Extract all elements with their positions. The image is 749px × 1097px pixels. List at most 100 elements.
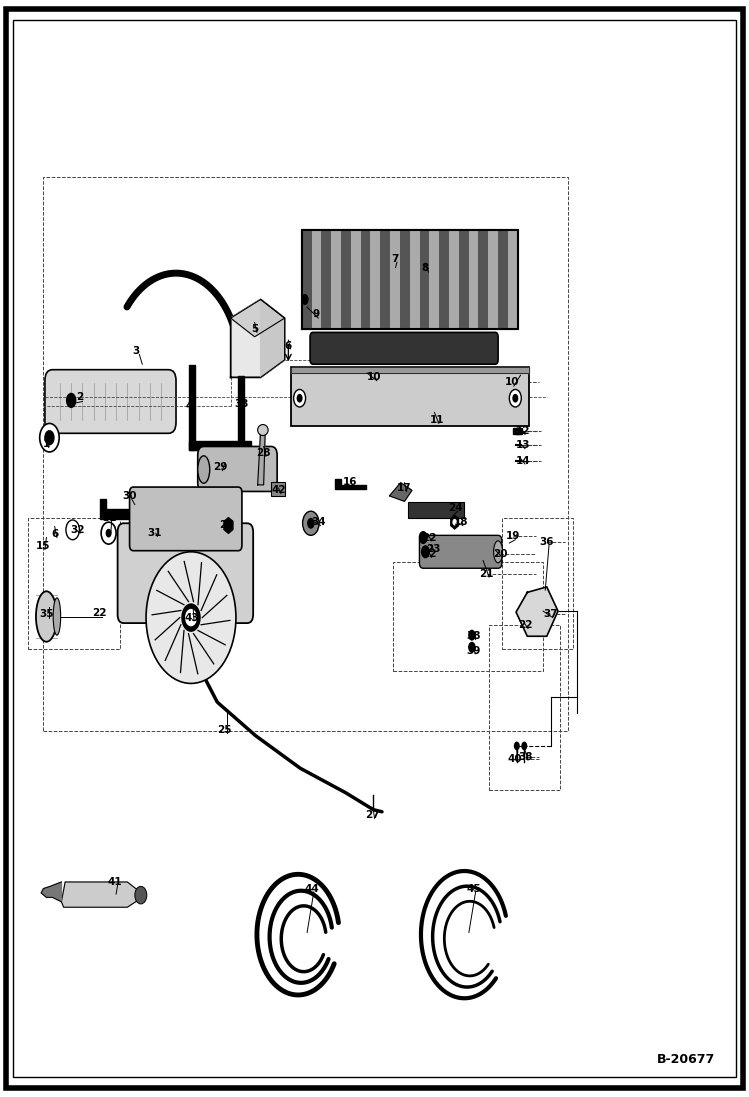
Text: 44: 44 (304, 883, 319, 894)
Bar (458, 230, 469, 329)
Text: 37: 37 (543, 609, 558, 620)
Text: 24: 24 (448, 502, 463, 513)
Bar (498, 230, 508, 329)
Text: 42: 42 (271, 485, 286, 496)
Text: 33: 33 (234, 398, 249, 409)
Text: 26: 26 (219, 520, 234, 531)
Text: 41: 41 (107, 877, 122, 887)
Polygon shape (61, 882, 141, 907)
Bar (449, 230, 458, 329)
Bar (400, 230, 410, 329)
Circle shape (303, 511, 319, 535)
Bar (271, 482, 285, 496)
Circle shape (152, 529, 158, 538)
Bar (351, 230, 361, 329)
Polygon shape (516, 587, 558, 636)
Bar (28, 518, 120, 649)
Bar (419, 230, 429, 329)
Text: 16: 16 (342, 476, 357, 487)
Circle shape (148, 522, 163, 544)
Text: 13: 13 (515, 440, 530, 451)
Text: 6: 6 (51, 529, 58, 540)
Text: 17: 17 (397, 483, 412, 494)
Bar (361, 230, 371, 329)
Text: 7: 7 (391, 253, 398, 264)
Text: 3: 3 (133, 346, 140, 357)
Text: 5: 5 (251, 324, 258, 335)
Text: 31: 31 (102, 512, 117, 523)
Text: 4: 4 (185, 400, 192, 411)
Bar (302, 230, 312, 329)
Circle shape (419, 531, 428, 544)
Text: 31: 31 (148, 528, 163, 539)
Bar (469, 230, 479, 329)
Text: 6: 6 (285, 340, 292, 351)
Ellipse shape (258, 425, 268, 436)
Text: 22: 22 (92, 608, 107, 619)
Bar (439, 230, 449, 329)
Bar (489, 625, 560, 790)
Text: 15: 15 (35, 541, 50, 552)
FancyBboxPatch shape (419, 535, 502, 568)
Circle shape (468, 642, 476, 653)
Bar (408, 502, 464, 518)
Text: 20: 20 (493, 548, 508, 559)
Text: 35: 35 (39, 609, 54, 620)
Text: 10: 10 (367, 372, 382, 383)
Circle shape (297, 394, 303, 403)
Polygon shape (232, 441, 251, 450)
Text: 38: 38 (518, 751, 533, 762)
Text: 12: 12 (515, 426, 530, 437)
Bar (291, 367, 529, 426)
Bar (371, 230, 380, 329)
Polygon shape (261, 299, 285, 377)
Text: 19: 19 (506, 531, 521, 542)
Circle shape (181, 603, 201, 632)
Text: B-20677: B-20677 (657, 1053, 715, 1066)
Circle shape (512, 394, 518, 403)
Bar (302, 230, 518, 329)
Bar (380, 230, 390, 329)
Bar (393, 562, 543, 671)
Text: 21: 21 (479, 568, 494, 579)
Polygon shape (231, 299, 285, 337)
Text: 11: 11 (429, 415, 444, 426)
Circle shape (40, 423, 59, 452)
FancyBboxPatch shape (130, 487, 242, 551)
Text: 22: 22 (422, 548, 437, 559)
Circle shape (185, 609, 197, 626)
Bar (341, 230, 351, 329)
Bar (312, 230, 321, 329)
Polygon shape (41, 882, 61, 902)
Text: 25: 25 (217, 724, 232, 735)
Circle shape (135, 886, 147, 904)
Text: 45: 45 (466, 883, 481, 894)
Bar (508, 230, 518, 329)
Circle shape (307, 518, 315, 529)
Circle shape (468, 630, 476, 641)
Text: 27: 27 (365, 810, 380, 821)
Text: 32: 32 (70, 524, 85, 535)
Polygon shape (231, 299, 285, 377)
Bar (479, 230, 488, 329)
Bar (331, 230, 341, 329)
Circle shape (509, 389, 521, 407)
Polygon shape (189, 441, 232, 450)
Polygon shape (100, 499, 154, 519)
Circle shape (452, 519, 457, 525)
Text: 40: 40 (508, 754, 523, 765)
Bar (410, 230, 419, 329)
Ellipse shape (53, 598, 61, 635)
Text: 10: 10 (504, 376, 519, 387)
Text: 9: 9 (312, 308, 320, 319)
FancyBboxPatch shape (45, 370, 176, 433)
Text: 34: 34 (311, 517, 326, 528)
Text: 36: 36 (539, 536, 554, 547)
Ellipse shape (494, 541, 503, 563)
Polygon shape (335, 479, 366, 489)
Polygon shape (189, 365, 195, 450)
Text: 18: 18 (453, 517, 468, 528)
Polygon shape (238, 376, 244, 450)
FancyBboxPatch shape (310, 332, 498, 364)
Text: 8: 8 (422, 262, 429, 273)
